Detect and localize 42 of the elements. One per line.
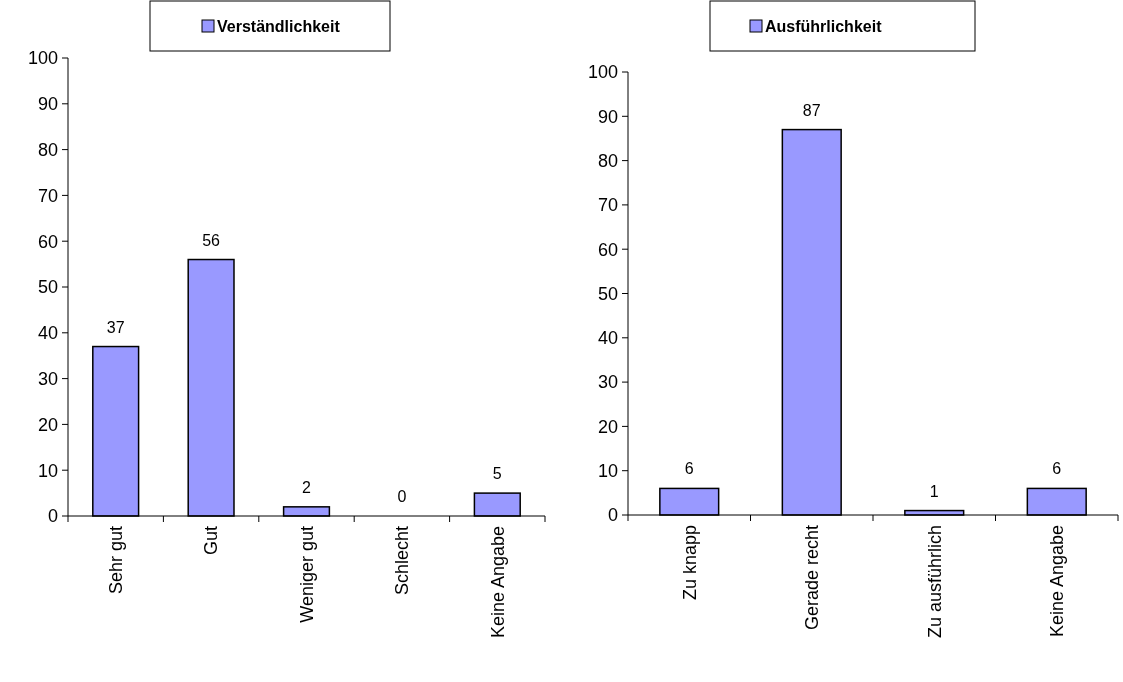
y-tick-label: 0 [47,506,58,527]
x-tick-label: Gerade recht [802,525,823,631]
y-tick-label: 10 [37,460,58,481]
y-tick-label: 90 [597,106,618,127]
legend-label: Verständlichkeit [217,17,341,35]
y-tick-label: 80 [597,150,618,171]
x-tick-label: Zu ausführlich [924,525,945,639]
y-tick-label: 50 [597,283,618,304]
y-tick-label: 50 [37,277,58,298]
data-label: 5 [492,465,502,483]
y-tick-label: 40 [37,323,58,344]
x-tick-label: Schlecht [392,526,413,596]
data-label: 1 [929,482,939,500]
y-tick-label: 30 [37,368,58,389]
y-tick-label: 60 [597,239,618,260]
y-tick-label: 100 [587,62,618,83]
x-tick-label: Zu knapp [679,525,700,601]
y-tick-label: 90 [37,94,58,115]
y-tick-label: 10 [597,461,618,481]
data-label: 0 [397,488,407,505]
y-tick-label: 70 [37,185,58,206]
x-tick-label: Keine Angabe [487,526,508,639]
data-label: 2 [302,478,312,496]
y-tick-label: 60 [37,231,58,252]
data-label: 56 [202,231,221,249]
y-tick-label: 100 [27,48,58,69]
y-tick-label: 20 [597,416,618,437]
x-tick-label: Weniger gut [296,526,317,623]
y-tick-label: 30 [597,372,618,393]
x-tick-label: Gut [201,526,222,556]
x-tick-label: Sehr gut [106,526,126,595]
legend-label: Ausführlichkeit [765,17,883,35]
y-tick-label: 40 [597,328,618,349]
data-label: 87 [802,101,821,119]
data-label: 6 [684,460,694,478]
data-label: 6 [1052,460,1062,478]
data-label: 37 [106,318,125,336]
x-tick-label: Keine Angabe [1047,525,1068,638]
y-tick-label: 0 [607,505,618,526]
y-tick-label: 70 [597,195,618,216]
y-tick-label: 80 [37,139,58,160]
y-tick-label: 20 [37,414,58,435]
